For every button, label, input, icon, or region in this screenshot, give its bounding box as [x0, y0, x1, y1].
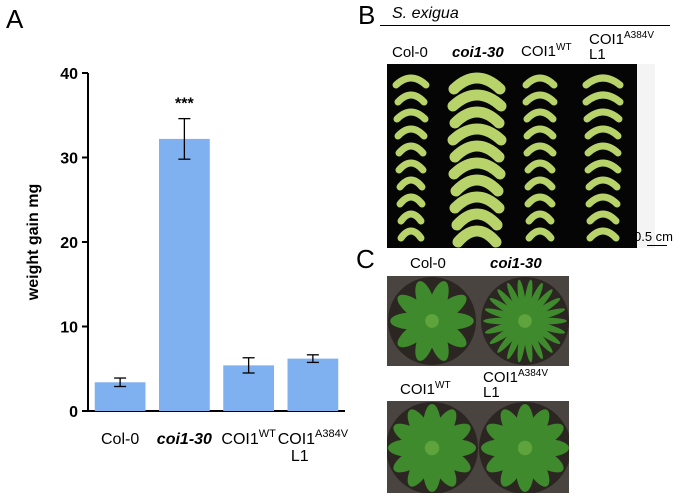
- caterpillar: [585, 193, 621, 208]
- leaf: [428, 281, 449, 322]
- leaf: [524, 423, 564, 451]
- caterpillar: [449, 191, 505, 214]
- rosette-center: [424, 440, 440, 456]
- caterpillar: [524, 176, 556, 191]
- caterpillar-larvae: [392, 72, 624, 248]
- leaf: [507, 320, 526, 360]
- caterpillar: [452, 225, 502, 248]
- leaf: [497, 320, 526, 353]
- species-label: S. exigua: [392, 5, 459, 22]
- leaf: [489, 298, 526, 322]
- y-tick-label: 30: [60, 151, 78, 168]
- plants-photo-top: [387, 276, 569, 366]
- caterpillar: [447, 123, 507, 146]
- caterpillar: [525, 227, 555, 242]
- caterpillar: [396, 176, 426, 191]
- caterpillar: [523, 142, 557, 157]
- x-tick-label: COI1A384V: [278, 428, 349, 448]
- caterpillar: [393, 108, 429, 123]
- leaf: [524, 320, 561, 344]
- scale-bar-label: 0.5 cm: [634, 229, 674, 244]
- caterpillar: [525, 210, 555, 225]
- y-tick-label: 40: [60, 66, 78, 83]
- caterpillar: [582, 74, 624, 89]
- leaf: [523, 279, 533, 322]
- caterpillar: [582, 91, 624, 106]
- c-label-coi1wt: COI1WT: [400, 380, 451, 398]
- c-label-col0: Col-0: [410, 255, 446, 272]
- leaf: [415, 320, 436, 361]
- plants-top: [388, 277, 569, 365]
- species-underline: [380, 25, 670, 26]
- rosette-center: [425, 314, 439, 328]
- scale-bar: [647, 245, 667, 246]
- y-tick-label: 10: [60, 320, 78, 337]
- caterpillar: [395, 142, 427, 157]
- caterpillar: [583, 108, 623, 123]
- leaf: [524, 289, 553, 322]
- y-tick-label: 0: [69, 404, 78, 421]
- caterpillar: [448, 72, 506, 95]
- caterpillar: [522, 91, 558, 106]
- b-label-coi1-a384v: COI1A384V L1: [589, 30, 655, 63]
- caterpillar: [397, 210, 425, 225]
- leaf: [431, 294, 467, 323]
- caterpillar: [522, 74, 558, 89]
- rosette-center: [518, 314, 532, 328]
- b-label-coi130: coi1-30: [452, 44, 504, 61]
- caterpillar-photo: [387, 64, 637, 248]
- caterpillar: [585, 176, 621, 191]
- caterpillar: [523, 108, 557, 123]
- c-label-coi1-a384v: COI1A384V L1: [483, 368, 549, 401]
- caterpillar: [394, 91, 428, 106]
- leaf: [517, 320, 527, 363]
- x-tick-label: COI1WT: [221, 428, 276, 448]
- leaf: [524, 308, 566, 322]
- panel-letter-b: B: [358, 0, 376, 30]
- caterpillar: [448, 157, 506, 180]
- caterpillar: [584, 159, 622, 174]
- caterpillar: [524, 193, 556, 208]
- y-axis-label: weight gain mg: [25, 184, 42, 301]
- leaf: [524, 282, 543, 322]
- caterpillar: [584, 125, 622, 140]
- caterpillar: [451, 208, 503, 231]
- plants-photo-bottom: [387, 401, 569, 493]
- caterpillar: [450, 174, 504, 197]
- y-tick-label: 20: [60, 235, 78, 252]
- plants-bottom: [387, 402, 569, 493]
- bar: [287, 358, 339, 411]
- leaf: [484, 308, 526, 322]
- leaf: [524, 320, 566, 334]
- rosette-center: [517, 440, 533, 456]
- panel-letter-c: C: [356, 244, 375, 274]
- c-label-coi130: coi1-30: [490, 255, 542, 272]
- caterpillar: [396, 193, 426, 208]
- x-tick-label: Col-0: [101, 431, 139, 448]
- caterpillar: [394, 125, 428, 140]
- caterpillar: [586, 227, 620, 242]
- caterpillar: [584, 142, 622, 157]
- bar: [158, 138, 210, 411]
- caterpillar: [397, 227, 425, 242]
- caterpillar: [447, 89, 507, 112]
- caterpillar: [586, 210, 620, 225]
- b-label-col0: Col-0: [392, 44, 428, 61]
- leaf: [431, 423, 471, 451]
- caterpillar: [392, 74, 430, 89]
- caterpillar: [449, 140, 505, 163]
- b-label-coi1wt: COI1WT: [521, 42, 572, 60]
- x-tick-label: coi1-30: [157, 431, 212, 448]
- caterpillar: [524, 159, 556, 174]
- panel-letter-a: A: [6, 4, 24, 34]
- significance-annotation: ***: [175, 96, 194, 113]
- caterpillar: [523, 125, 557, 140]
- caterpillar: [395, 159, 427, 174]
- caterpillar: [449, 106, 505, 129]
- x-tick-label-line2: L1: [291, 448, 309, 465]
- photo-white-strip: [637, 64, 655, 248]
